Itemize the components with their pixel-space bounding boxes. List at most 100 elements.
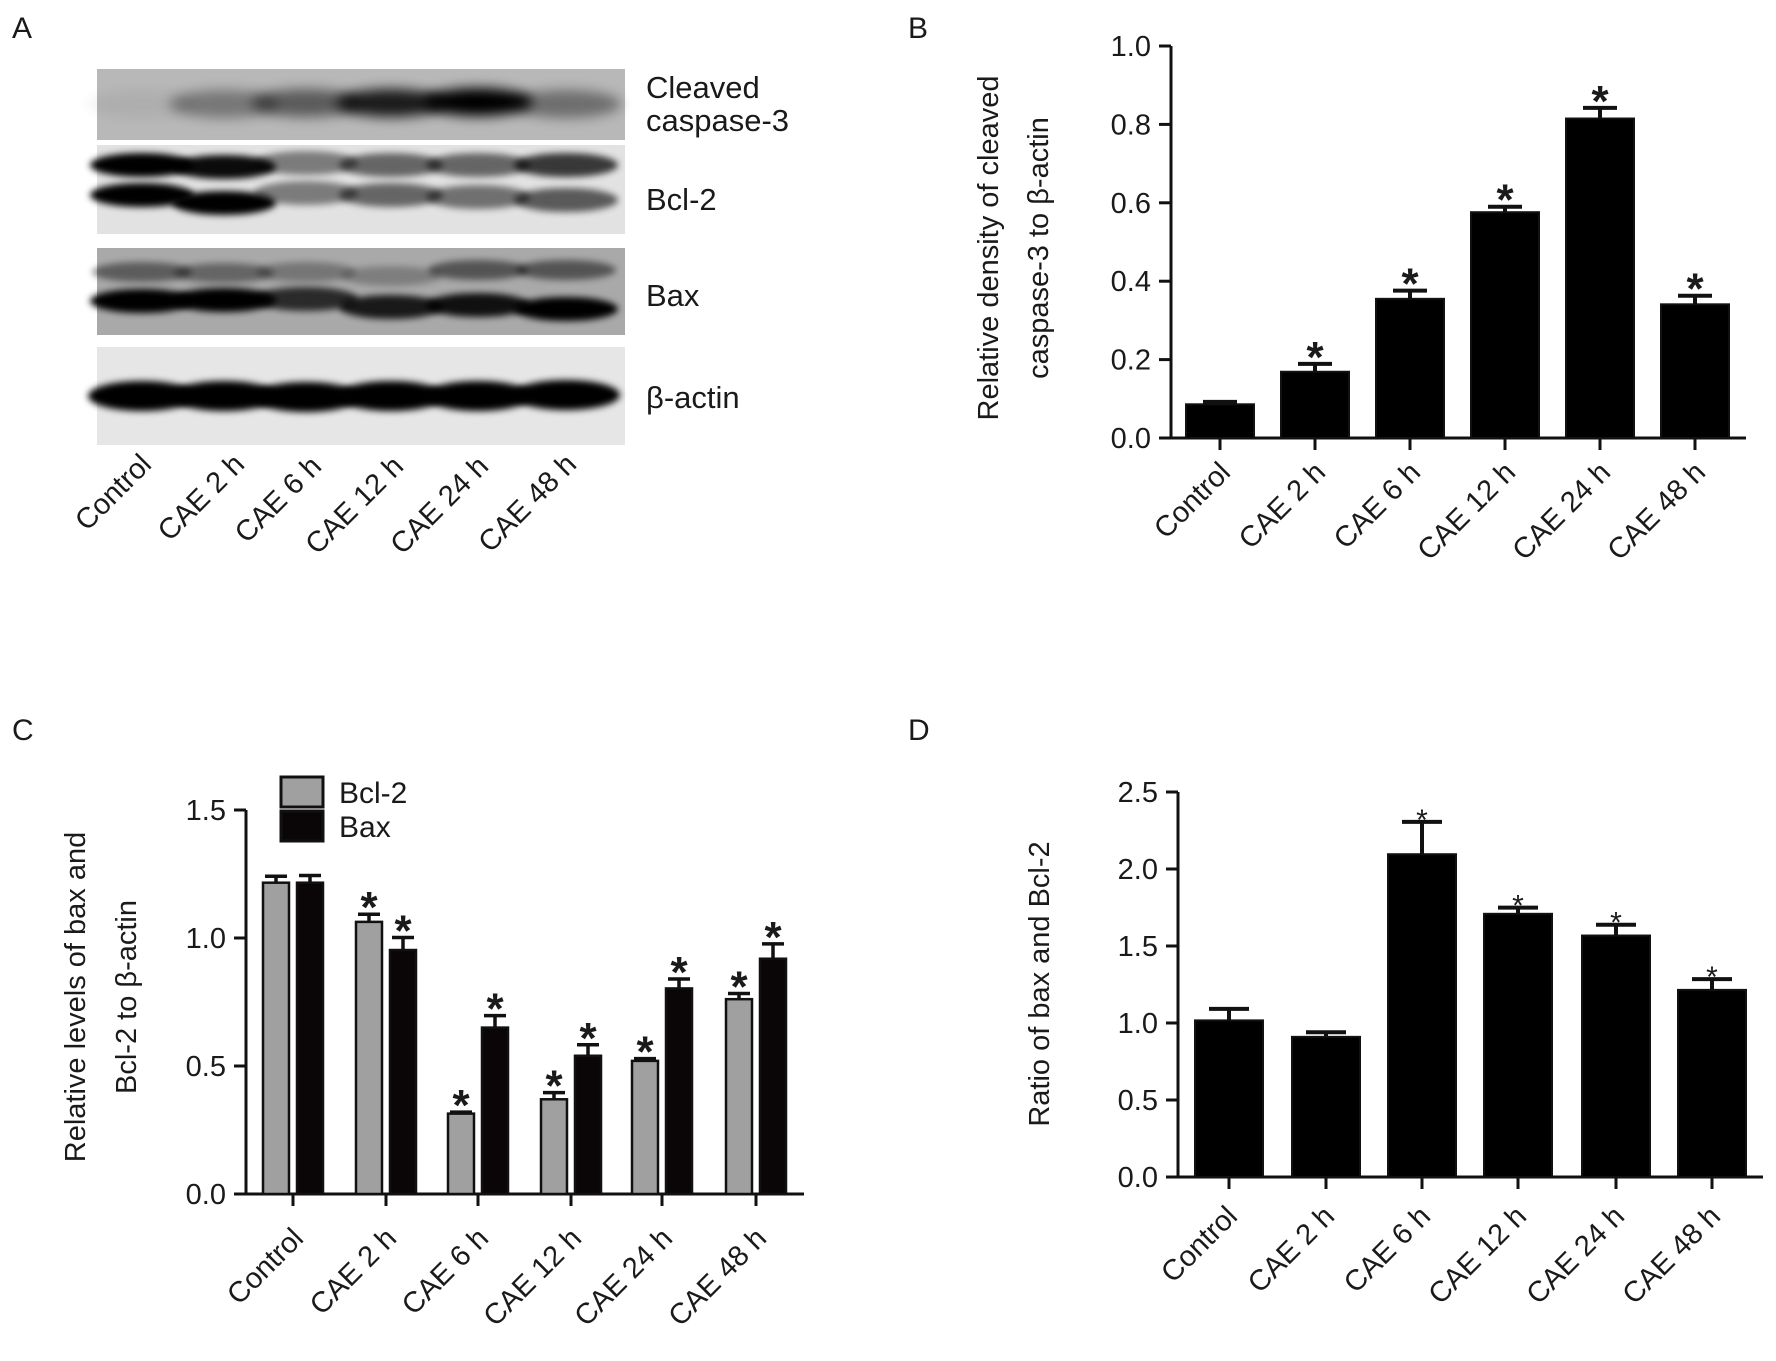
- blot-band: [92, 262, 192, 282]
- x-tick-label: CAE 24 h: [1521, 1200, 1631, 1310]
- bar: [1483, 912, 1553, 1179]
- significance-star: *: [486, 985, 504, 1034]
- x-tick-label: CAE 24 h: [569, 1222, 679, 1332]
- protein-label-beta-actin: β-actin: [646, 380, 740, 415]
- panel-label-c: C: [12, 714, 34, 747]
- blot-band: [90, 183, 194, 207]
- significance-star: *: [394, 906, 412, 955]
- x-tick-label: CAE 2 h: [304, 1222, 403, 1321]
- blot-band: [169, 90, 279, 118]
- y-tick-label: 0.5: [1118, 1085, 1158, 1117]
- chart-cleaved-caspase-3: 0.0 0.2 0.4 0.6 0.8 1.0 Relative density of cl…: [973, 31, 1746, 567]
- panel-label-b: B: [908, 12, 928, 45]
- significance-star: *: [545, 1062, 563, 1111]
- bar: [1291, 1035, 1361, 1178]
- significance-star: *: [1706, 961, 1718, 994]
- significance-star: *: [1401, 260, 1419, 309]
- y-tick-label: 2.0: [1118, 854, 1158, 886]
- y-tick-label: 1.5: [186, 795, 226, 827]
- blot-band: [172, 288, 276, 312]
- panel-label-d: D: [908, 714, 930, 747]
- bar: [1387, 853, 1457, 1178]
- blot-band: [256, 262, 356, 282]
- y-tick-label: 1.0: [1118, 1008, 1158, 1040]
- significance-star: *: [730, 963, 748, 1012]
- significance-star: *: [670, 948, 688, 997]
- x-tick-label: Control: [1148, 456, 1237, 545]
- blot-band: [424, 381, 532, 411]
- significance-star: *: [1416, 804, 1428, 837]
- bar: [1677, 988, 1747, 1179]
- western-blot-panel: Cleaved caspase-3 Bcl-2 Bax β-actin Cont…: [69, 69, 789, 561]
- bar: [630, 1059, 660, 1196]
- blot-band: [254, 287, 358, 311]
- y-tick-label: 0.8: [1111, 109, 1151, 141]
- x-tick-label: CAE 48 h: [1602, 456, 1712, 566]
- y-axis-label: caspase-3 to β-actin: [1023, 117, 1055, 379]
- legend-label: Bcl-2: [339, 777, 407, 810]
- x-tick-label: CAE 48 h: [663, 1222, 773, 1332]
- bar: [446, 1112, 476, 1196]
- blot-band: [516, 260, 616, 280]
- x-tick-label: Control: [221, 1222, 310, 1311]
- blot-band: [511, 90, 621, 118]
- blot-band: [514, 188, 618, 212]
- x-tick-label: Control: [1155, 1200, 1244, 1289]
- bar: [1565, 117, 1635, 440]
- blot-band: [423, 88, 533, 116]
- blot-band: [339, 153, 443, 177]
- significance-star: *: [636, 1028, 654, 1077]
- bar: [664, 987, 694, 1196]
- x-tick-label: CAE 24 h: [1507, 456, 1617, 566]
- blot-band: [426, 153, 530, 177]
- y-tick-label: 0.6: [1111, 188, 1151, 220]
- blot-band: [336, 89, 446, 117]
- blot-band: [174, 263, 274, 283]
- x-tick-label: CAE 6 h: [1338, 1200, 1437, 1299]
- protein-label-bax: Bax: [646, 278, 700, 313]
- y-axis-label: Relative levels of bax and: [60, 832, 92, 1162]
- y-tick-label: 0.0: [1118, 1162, 1158, 1194]
- x-tick-label: CAE 12 h: [1412, 456, 1522, 566]
- blot-band: [172, 191, 276, 215]
- bar: [480, 1026, 510, 1196]
- protein-label-bcl-2: Bcl-2: [646, 182, 717, 217]
- y-tick-label: 0.2: [1111, 345, 1151, 377]
- protein-label-cleaved-line2: caspase-3: [646, 103, 789, 138]
- bar: [1581, 934, 1651, 1179]
- blot-band: [252, 382, 360, 412]
- bar: [354, 920, 384, 1196]
- legend-label: Bax: [339, 811, 391, 844]
- bar: [1280, 370, 1350, 440]
- y-tick-label: 1.0: [1111, 31, 1151, 63]
- blot-band: [254, 151, 358, 175]
- bar: [261, 881, 291, 1196]
- blot-band: [87, 90, 197, 118]
- y-tick-label: 2.5: [1118, 777, 1158, 809]
- significance-star: *: [1306, 333, 1324, 382]
- blot-band: [170, 381, 278, 411]
- significance-star: *: [1686, 265, 1704, 314]
- significance-star: *: [360, 883, 378, 932]
- y-axis-label: Bcl-2 to β-actin: [111, 900, 143, 1094]
- blot-band: [514, 297, 618, 321]
- y-tick-label: 0.5: [186, 1051, 226, 1083]
- bar: [388, 948, 418, 1196]
- x-tick-label: CAE 2 h: [1233, 456, 1332, 555]
- blot-band: [251, 89, 361, 117]
- y-tick-label: 0.4: [1111, 266, 1151, 298]
- chart-bcl2-bax-levels: 0.0 0.5 1.0 1.5 Relative levels of bax and Bc…: [60, 775, 804, 1333]
- blot-band: [337, 381, 445, 411]
- protein-label-cleaved-line1: Cleaved: [646, 70, 760, 105]
- lane-label: Control: [69, 448, 158, 537]
- blot-band: [254, 181, 358, 205]
- blot-band: [514, 153, 618, 177]
- x-tick-label: CAE 2 h: [1242, 1200, 1341, 1299]
- significance-star: *: [1496, 176, 1514, 225]
- legend-swatch: [279, 775, 325, 809]
- bar: [539, 1098, 569, 1196]
- significance-star: *: [764, 913, 782, 962]
- bar: [758, 957, 788, 1196]
- x-tick-label: CAE 12 h: [478, 1222, 588, 1332]
